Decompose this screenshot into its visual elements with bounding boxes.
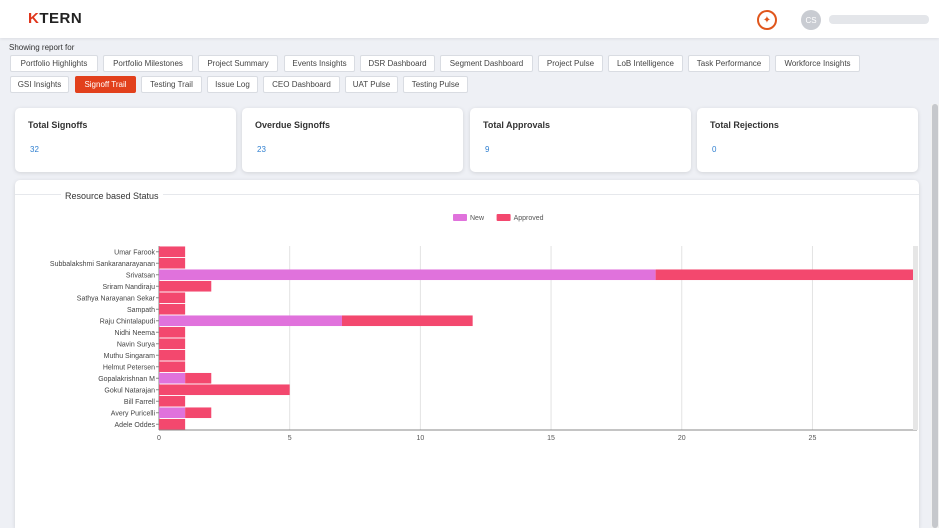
tab-portfolio-highlights[interactable]: Portfolio Highlights	[10, 55, 98, 72]
bar-approved	[159, 257, 186, 269]
bar-approved	[159, 349, 186, 361]
card-total-signoffs: Total Signoffs 32	[15, 108, 236, 172]
tab-portfolio-milestones[interactable]: Portfolio Milestones	[103, 55, 193, 72]
bar-approved	[159, 326, 186, 338]
y-category-label: Umar Farook	[114, 249, 155, 256]
x-tick-label: 10	[416, 435, 424, 442]
tab-uat-pulse[interactable]: UAT Pulse	[345, 76, 398, 93]
y-category-label: Srivatsan	[126, 272, 155, 279]
tab-dsr-dashboard[interactable]: DSR Dashboard	[360, 55, 435, 72]
card-total-rejections: Total Rejections 0	[697, 108, 918, 172]
card-value[interactable]: 32	[30, 145, 39, 154]
legend-label-approved: Approved	[514, 215, 544, 222]
y-category-label: Sriram Nandiraju	[102, 284, 155, 291]
tab-testing-trail[interactable]: Testing Trail	[141, 76, 202, 93]
legend-label-new: New	[470, 215, 485, 222]
legend-swatch-approved	[496, 214, 511, 221]
tab-segment-dashboard[interactable]: Segment Dashboard	[440, 55, 533, 72]
tab-gsi-insights[interactable]: GSI Insights	[10, 76, 69, 93]
y-category-label: Muthu Singaram	[104, 353, 156, 360]
tab-project-summary[interactable]: Project Summary	[198, 55, 278, 72]
resource-status-chart: 0 5 10 15 20 25 Umar Farook Subbalakshmi Sankar…	[50, 214, 918, 442]
bar-new	[159, 372, 186, 384]
bar-approved	[159, 338, 186, 350]
card-title: Overdue Signoffs	[255, 120, 331, 130]
card-value[interactable]: 0	[712, 145, 717, 154]
card-value[interactable]: 23	[257, 145, 266, 154]
y-category-label: Helmut Petersen	[103, 364, 155, 371]
card-value[interactable]: 9	[485, 145, 490, 154]
bar-approved	[655, 269, 917, 281]
x-tick-label: 0	[157, 435, 161, 442]
tab-events-insights[interactable]: Events Insights	[284, 55, 355, 72]
bar-approved	[159, 395, 186, 407]
card-total-approvals: Total Approvals 9	[470, 108, 691, 172]
scrollbar-thumb[interactable]	[932, 104, 938, 528]
y-category-label: Nidhi Neema	[115, 330, 156, 337]
bar-approved	[159, 280, 212, 292]
y-category-label: Adele Oddes	[115, 422, 156, 429]
bar-approved	[185, 372, 212, 384]
y-category-label: Bill Farrell	[124, 399, 156, 406]
bar-approved	[159, 384, 290, 396]
bar-approved	[159, 246, 186, 258]
ktern-logo[interactable]: KTERN	[28, 10, 83, 27]
y-category-label: Navin Surya	[117, 341, 155, 348]
card-title: Total Rejections	[710, 120, 779, 130]
tab-testing-pulse[interactable]: Testing Pulse	[403, 76, 468, 93]
diamond-star-icon[interactable]: ✦	[757, 10, 777, 30]
tab-task-performance[interactable]: Task Performance	[688, 55, 770, 72]
showing-report-label: Showing report for	[9, 43, 75, 52]
bar-approved	[159, 292, 186, 304]
tab-lob-intelligence[interactable]: LoB Intelligence	[608, 55, 683, 72]
panel-divider	[15, 194, 919, 195]
resource-status-panel: Resource based Status 0 5 10 15 20 25 Umar Far…	[15, 180, 919, 528]
card-title: Total Approvals	[483, 120, 551, 130]
y-category-label: Subbalakshmi Sankaranarayanan	[50, 261, 155, 268]
x-tick-label: 15	[547, 435, 555, 442]
y-category-label: Raju Chintalapudi	[100, 318, 156, 325]
bar-approved	[159, 361, 186, 373]
y-category-label: Avery Puricelli	[111, 410, 156, 417]
y-category-label: Sathya Narayanan Sekar	[77, 295, 156, 302]
tab-workforce-insights[interactable]: Workforce Insights	[775, 55, 860, 72]
tab-issue-log[interactable]: Issue Log	[207, 76, 258, 93]
tab-ceo-dashboard[interactable]: CEO Dashboard	[263, 76, 340, 93]
y-category-label: Gopalakrishnan M	[98, 376, 155, 383]
bar-approved	[159, 418, 186, 430]
legend-swatch-new	[453, 214, 467, 221]
bar-approved	[341, 315, 473, 327]
y-category-label: Sampath	[127, 307, 155, 314]
panel-title: Resource based Status	[61, 191, 163, 201]
chart-scroll-strip	[913, 246, 918, 430]
x-tick-label: 20	[678, 435, 686, 442]
bar-new	[159, 407, 186, 419]
bar-new	[159, 269, 656, 281]
tab-signoff-trail[interactable]: Signoff Trail	[75, 76, 136, 93]
top-bar: KTERN ✦ CS	[0, 0, 939, 38]
avatar[interactable]: CS	[801, 10, 821, 30]
tab-project-pulse[interactable]: Project Pulse	[538, 55, 603, 72]
x-tick-label: 25	[809, 435, 817, 442]
bar-new	[159, 315, 342, 327]
card-overdue-signoffs: Overdue Signoffs 23	[242, 108, 463, 172]
bar-approved	[185, 407, 212, 419]
x-tick-label: 5	[288, 435, 292, 442]
y-category-label: Gokul Natarajan	[104, 387, 155, 394]
user-name-blurred[interactable]	[829, 15, 929, 24]
bar-approved	[159, 303, 186, 315]
card-title: Total Signoffs	[28, 120, 88, 130]
